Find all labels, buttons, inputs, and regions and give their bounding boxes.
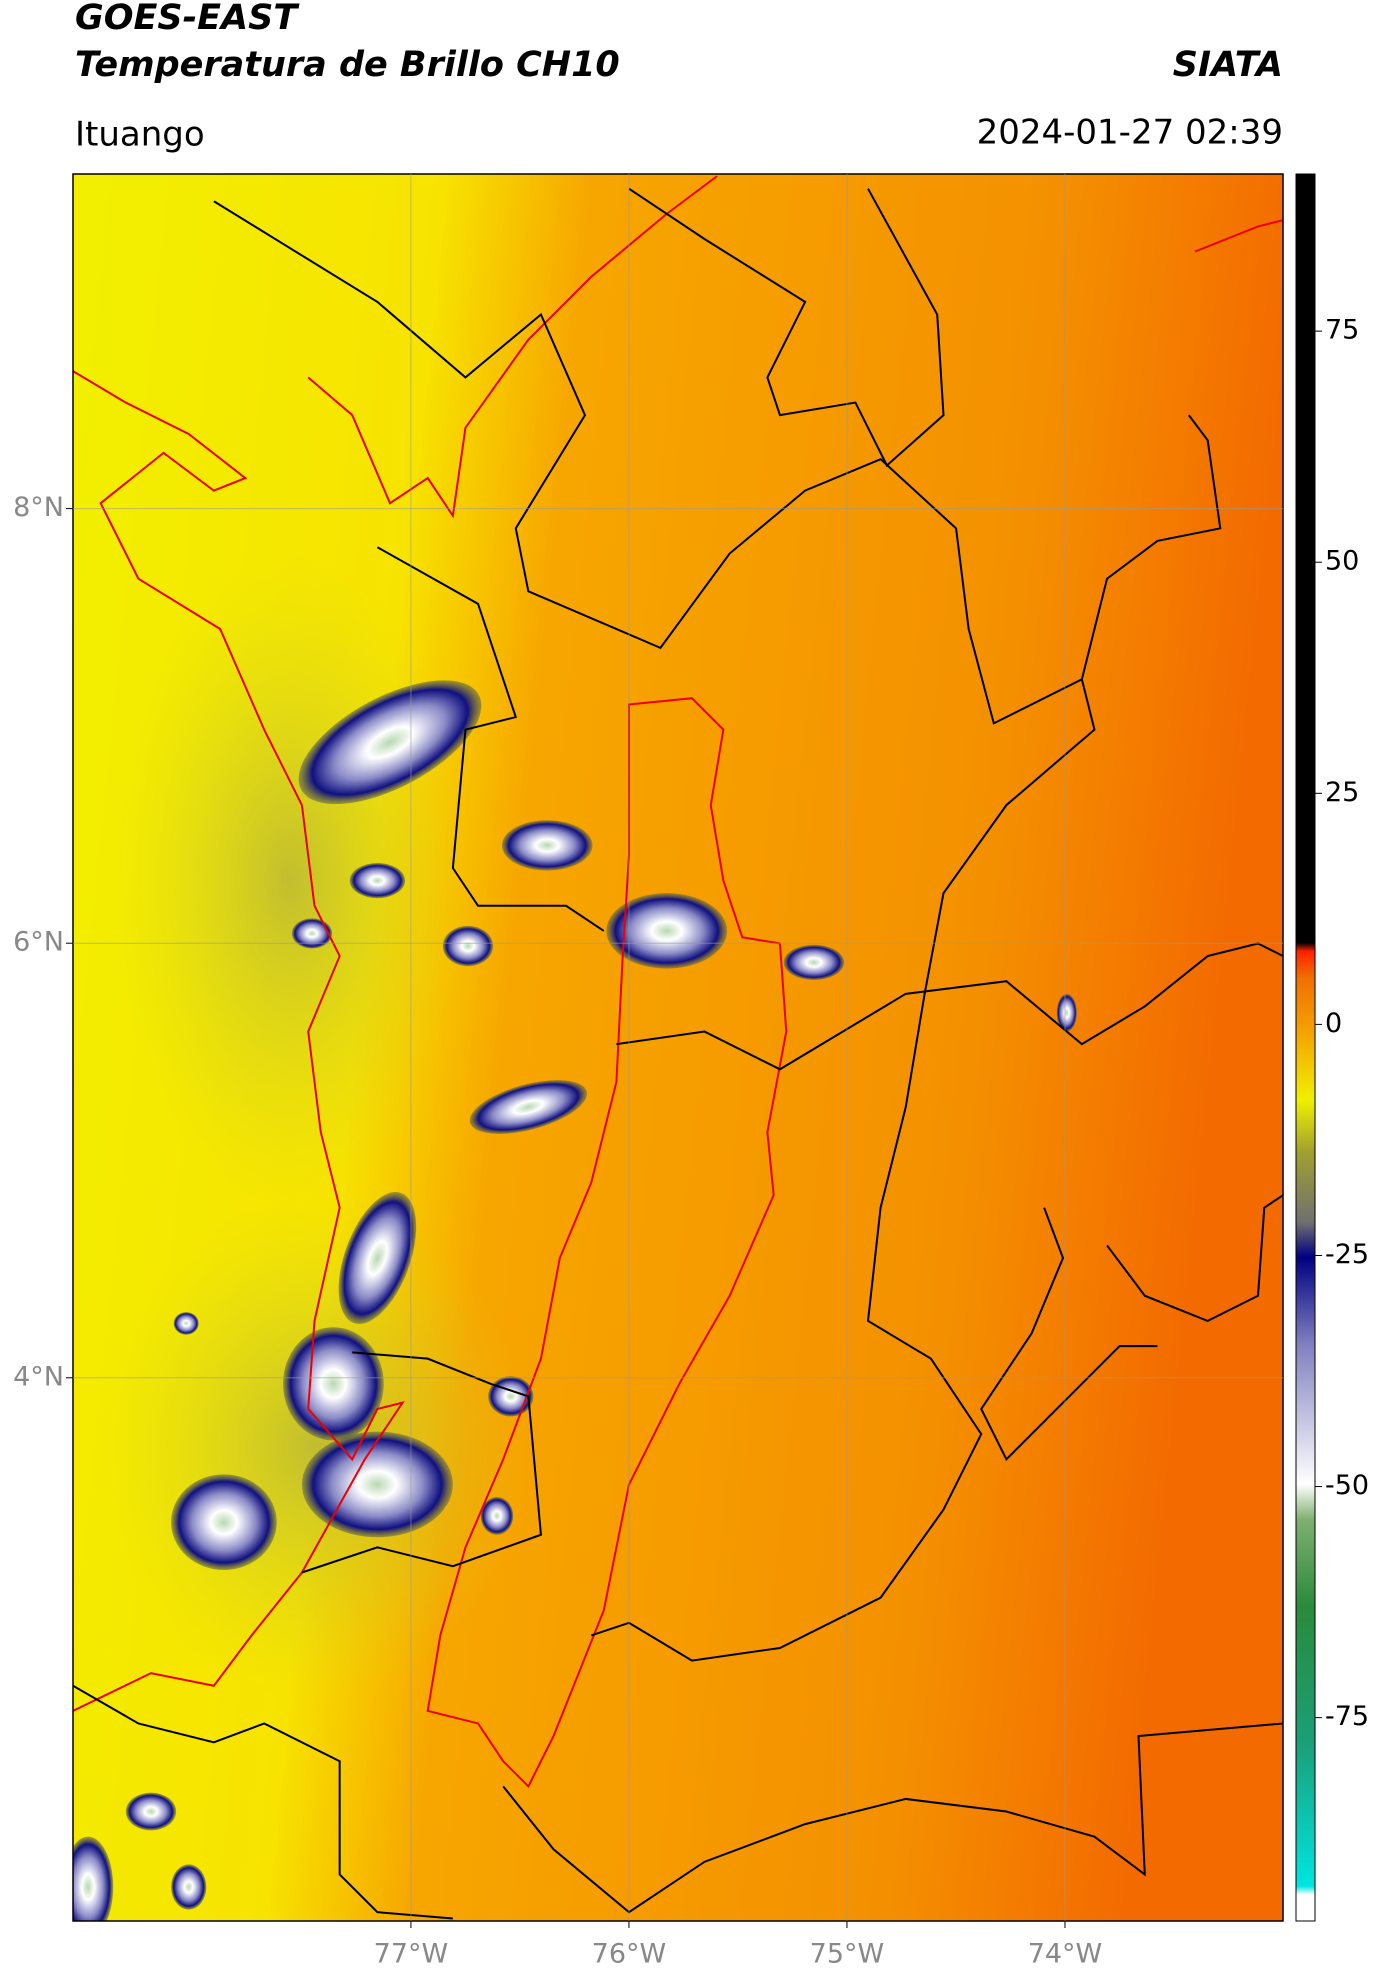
colorbar-tick-label: -75: [1325, 1701, 1369, 1732]
brand: SIATA: [1173, 45, 1283, 85]
clouds: [73, 175, 1283, 1921]
x-tick-label: 77°W: [374, 1939, 449, 1970]
y-tick-label: 8°N: [13, 492, 64, 523]
location: Ituango: [75, 115, 205, 155]
colorbar: [1295, 173, 1316, 1922]
map-image: [73, 174, 1283, 1921]
x-tick-label: 76°W: [592, 1939, 667, 1970]
y-tick-label: 6°N: [13, 927, 64, 958]
colorbar-tick-label: 75: [1325, 315, 1359, 346]
colorbar-tick-label: 50: [1325, 546, 1359, 577]
map-frame: [72, 173, 1284, 1922]
colorbar-tick-label: 0: [1325, 1008, 1342, 1039]
title: GOES-EAST: [75, 0, 300, 38]
x-tick-label: 75°W: [810, 1939, 885, 1970]
subtitle: Temperatura de Brillo CH10: [75, 45, 620, 85]
datetime: 2024-01-27 02:39: [977, 113, 1283, 153]
colorbar-tick-label: -25: [1325, 1239, 1369, 1270]
y-tick-label: 4°N: [13, 1361, 64, 1392]
colorbar-tick-label: -50: [1325, 1470, 1369, 1501]
colorbar-tick-label: 25: [1325, 777, 1359, 808]
x-tick-label: 74°W: [1028, 1939, 1103, 1970]
